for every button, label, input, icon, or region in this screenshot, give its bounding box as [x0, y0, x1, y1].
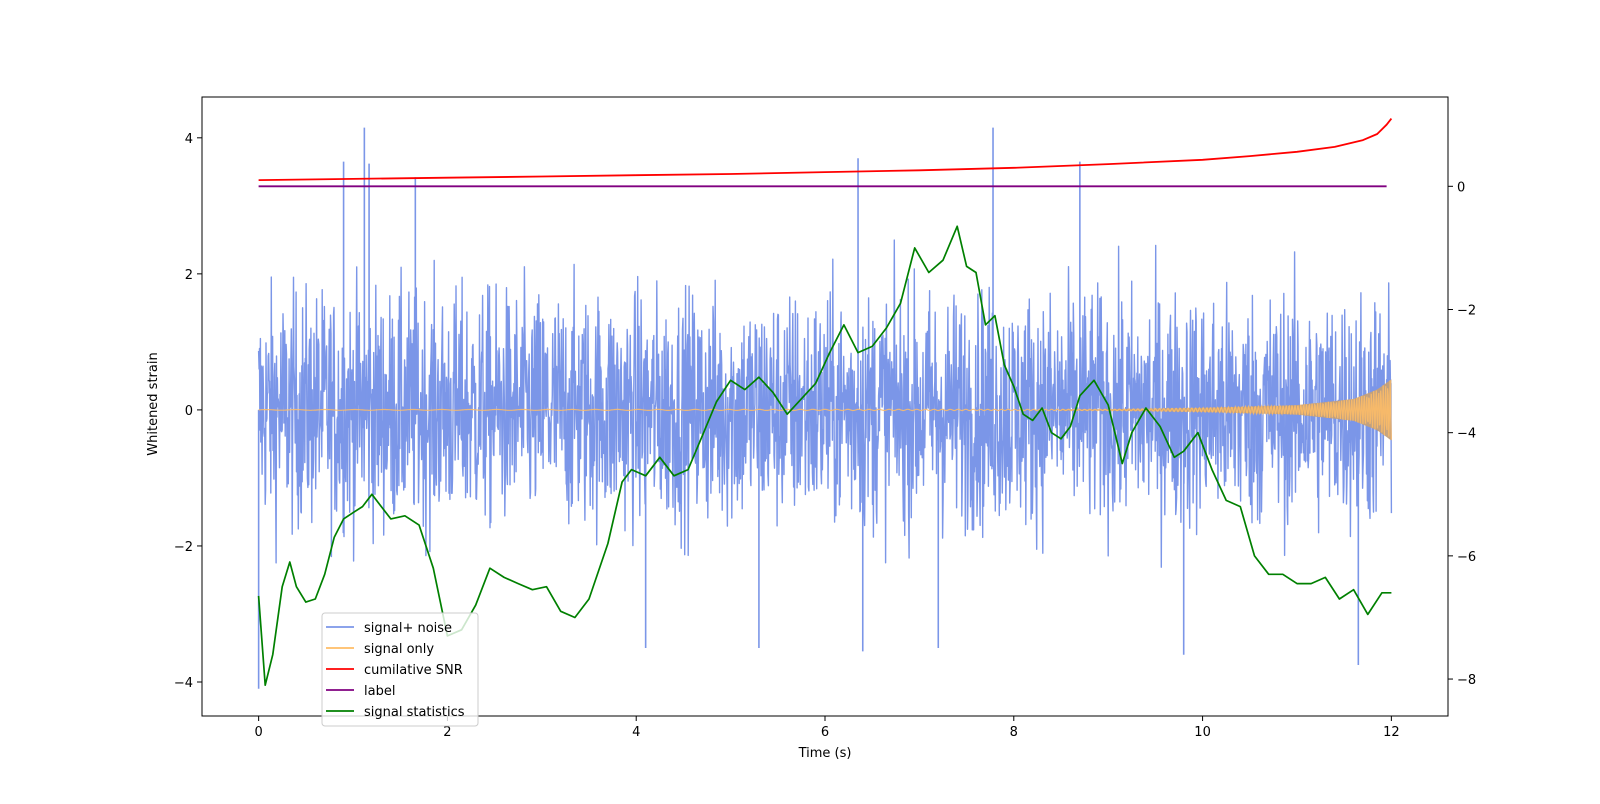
signal-only-line — [258, 380, 1392, 440]
x-tick-label: 2 — [443, 725, 451, 740]
y2-tick-label: −8 — [1457, 673, 1476, 688]
x-tick-label: 6 — [821, 725, 829, 740]
y2-tick-label: −6 — [1457, 550, 1476, 565]
y-tick-label: 0 — [185, 404, 193, 419]
y2-tick-label: −4 — [1457, 427, 1476, 442]
x-tick-label: 8 — [1010, 725, 1018, 740]
y2-tick-label: 0 — [1457, 180, 1465, 195]
legend-box — [321, 612, 479, 727]
legend-label: signal statistics — [364, 705, 465, 720]
y-tick-label: −2 — [174, 540, 193, 555]
x-tick-label: 4 — [632, 725, 640, 740]
y-tick-label: 2 — [185, 268, 193, 283]
plot-area — [257, 118, 1393, 689]
cumulative-snr-line — [258, 118, 1393, 181]
legend-label: cumilative SNR — [364, 663, 463, 678]
legend-label: signal+ noise — [364, 621, 452, 636]
y-axis-label: Whitened strain — [146, 352, 161, 455]
legend-label: label — [364, 684, 395, 699]
legend: signal+ noise signal only cumilative SNR la… — [321, 612, 479, 727]
x-tick-label: 12 — [1383, 725, 1400, 740]
y2-tick-label: −2 — [1457, 303, 1476, 318]
x-tick-label: 10 — [1194, 725, 1211, 740]
y-tick-label: −4 — [174, 676, 193, 691]
signal-statistics-line — [257, 225, 1392, 687]
x-tick-label: 0 — [254, 725, 262, 740]
axes-layer: 0 2 4 6 8 10 12 −4 −2 0 2 4 −8 −6 −4 −2 0 — [174, 96, 1476, 740]
y-tick-label: 4 — [185, 132, 193, 147]
x-axis-label: Time (s) — [798, 746, 852, 761]
signal-noise-line — [257, 239, 1393, 568]
legend-label: signal only — [364, 642, 434, 657]
